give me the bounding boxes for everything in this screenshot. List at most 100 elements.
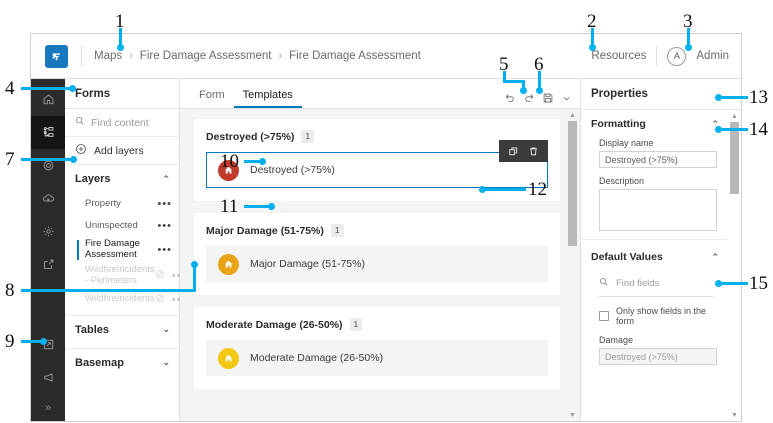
duplicate-icon[interactable] bbox=[508, 146, 519, 157]
callout-dot bbox=[40, 338, 47, 345]
building-fire-icon bbox=[218, 347, 239, 369]
properties-scrollbar[interactable]: ▲ ▼ bbox=[730, 113, 739, 419]
layer-menu-icon[interactable]: ••• bbox=[157, 243, 172, 256]
scrollbar-track[interactable] bbox=[568, 121, 577, 410]
scrollbar-thumb[interactable] bbox=[568, 121, 577, 246]
rail-item-open-external[interactable] bbox=[31, 328, 65, 361]
template-item[interactable]: Moderate Damage (26-50%) bbox=[206, 340, 548, 377]
rail-item-home[interactable] bbox=[31, 83, 65, 116]
list-item[interactable]: Property ••• bbox=[65, 193, 179, 215]
expand-chevrons-icon: » bbox=[44, 402, 52, 414]
building-fire-icon bbox=[218, 253, 239, 275]
layers-section-header[interactable]: Layers ⌃ bbox=[65, 165, 179, 193]
scrollbar-track[interactable] bbox=[730, 122, 739, 410]
template-item[interactable]: Major Damage (51-75%) bbox=[206, 246, 548, 283]
description-label: Description bbox=[599, 176, 645, 186]
scrollbar-thumb[interactable] bbox=[730, 122, 739, 194]
rail-item-styles[interactable] bbox=[31, 149, 65, 182]
scroll-up-icon[interactable]: ▲ bbox=[569, 112, 576, 119]
cloud-off-icon bbox=[42, 192, 55, 205]
callout-leader bbox=[21, 289, 196, 292]
building-fire-icon bbox=[218, 159, 239, 181]
chevron-down-icon[interactable] bbox=[561, 93, 572, 104]
undo-icon[interactable] bbox=[504, 92, 516, 104]
rail-item-share[interactable] bbox=[31, 248, 65, 281]
scroll-down-icon[interactable]: ▼ bbox=[731, 412, 738, 419]
callout-leader bbox=[21, 158, 73, 161]
display-name-field[interactable]: Destroyed (>75%) bbox=[599, 151, 717, 168]
callout-5: 5 bbox=[499, 54, 509, 75]
callout-dot bbox=[715, 280, 722, 287]
callout-12: 12 bbox=[528, 179, 547, 200]
callout-1: 1 bbox=[115, 11, 125, 32]
list-item[interactable]: WildfireIncidents - Perimeters ••• bbox=[65, 263, 185, 289]
rail-item-offline[interactable] bbox=[31, 182, 65, 215]
plus-circle-icon bbox=[75, 143, 87, 158]
callout-10: 10 bbox=[220, 151, 239, 172]
rail-item-feedback[interactable] bbox=[31, 361, 65, 394]
callout-dot bbox=[520, 87, 527, 94]
basemap-section-header[interactable]: Basemap ⌄ bbox=[65, 349, 179, 377]
save-icon[interactable] bbox=[542, 92, 554, 104]
trash-icon[interactable] bbox=[528, 146, 539, 157]
styles-circle-icon bbox=[42, 159, 55, 172]
tabs-bar: Form Templates bbox=[180, 79, 580, 109]
list-item[interactable]: Uninspected ••• bbox=[65, 215, 179, 237]
only-show-fields-checkbox-row[interactable]: Only show fields in the form bbox=[581, 297, 727, 335]
center-scrollbar[interactable]: ▲ ▼ bbox=[568, 112, 577, 419]
layers-content-icon bbox=[42, 126, 55, 139]
callout-leader bbox=[522, 80, 525, 89]
callout-leader bbox=[718, 282, 748, 285]
resources-link[interactable]: Resources bbox=[591, 50, 647, 62]
user-name-label[interactable]: Admin bbox=[696, 50, 729, 62]
find-content-search[interactable]: Find content bbox=[65, 109, 179, 137]
template-group-header: Major Damage (51-75%) 1 bbox=[206, 224, 548, 238]
callout-dot bbox=[70, 156, 77, 163]
editor-toolbar bbox=[504, 92, 580, 108]
description-field[interactable] bbox=[599, 189, 717, 231]
callout-dot bbox=[259, 158, 266, 165]
avatar[interactable]: A bbox=[667, 46, 687, 66]
callout-9: 9 bbox=[5, 331, 15, 352]
list-item[interactable]: Fire Damage Assessment ••• bbox=[65, 237, 179, 263]
header-divider bbox=[81, 45, 82, 67]
forms-panel-title: Forms bbox=[65, 79, 179, 109]
header-divider bbox=[656, 46, 658, 66]
breadcrumb-item-maps[interactable]: Maps bbox=[94, 50, 123, 62]
breadcrumb-separator: › bbox=[129, 50, 133, 62]
chevron-up-icon: ⌃ bbox=[711, 118, 719, 129]
layer-menu-icon[interactable]: ••• bbox=[157, 198, 172, 210]
callout-11: 11 bbox=[220, 196, 239, 217]
find-fields-search[interactable]: Find fields bbox=[581, 271, 727, 296]
not-visible-icon bbox=[155, 269, 165, 282]
rail-item-content[interactable] bbox=[31, 116, 65, 149]
rail-item-expand[interactable]: » bbox=[31, 394, 65, 421]
formatting-section-header[interactable]: Formatting ⌃ bbox=[581, 110, 727, 138]
template-group: Moderate Damage (26-50%) 1 Moderate Dama… bbox=[194, 307, 560, 390]
only-show-fields-checkbox[interactable] bbox=[599, 311, 609, 321]
template-item[interactable]: Destroyed (>75%) bbox=[206, 140, 548, 189]
breadcrumb-item-map[interactable]: Fire Damage Assessment bbox=[139, 50, 272, 62]
damage-field-value[interactable]: Destroyed (>75%) bbox=[599, 348, 717, 365]
arcgis-logo-icon[interactable] bbox=[45, 44, 68, 68]
layer-menu-icon[interactable]: ••• bbox=[157, 220, 172, 232]
callout-2: 2 bbox=[587, 11, 597, 32]
default-values-section-header[interactable]: Default Values ⌃ bbox=[581, 243, 727, 271]
callout-leader bbox=[21, 340, 43, 343]
scroll-up-icon[interactable]: ▲ bbox=[731, 113, 738, 120]
tab-form[interactable]: Form bbox=[199, 89, 225, 101]
callout-dot bbox=[589, 44, 596, 51]
rail-item-settings[interactable] bbox=[31, 215, 65, 248]
center-panel: Form Templates bbox=[180, 79, 581, 421]
template-item-label: Major Damage (51-75%) bbox=[250, 258, 365, 271]
tab-templates[interactable]: Templates bbox=[233, 89, 302, 108]
formatting-section: Formatting ⌃ Display name Destroyed (>75… bbox=[581, 110, 727, 231]
damage-field-label: Damage bbox=[599, 335, 634, 345]
scroll-down-icon[interactable]: ▼ bbox=[569, 412, 576, 419]
tables-section-header[interactable]: Tables ⌄ bbox=[65, 316, 179, 344]
template-group-header: Moderate Damage (26-50%) 1 bbox=[206, 318, 548, 332]
template-group-title: Destroyed (>75%) bbox=[206, 130, 295, 143]
redo-icon[interactable] bbox=[523, 92, 535, 104]
add-layers-button[interactable]: Add layers bbox=[65, 137, 179, 165]
header-actions: Resources A Admin bbox=[591, 46, 729, 66]
